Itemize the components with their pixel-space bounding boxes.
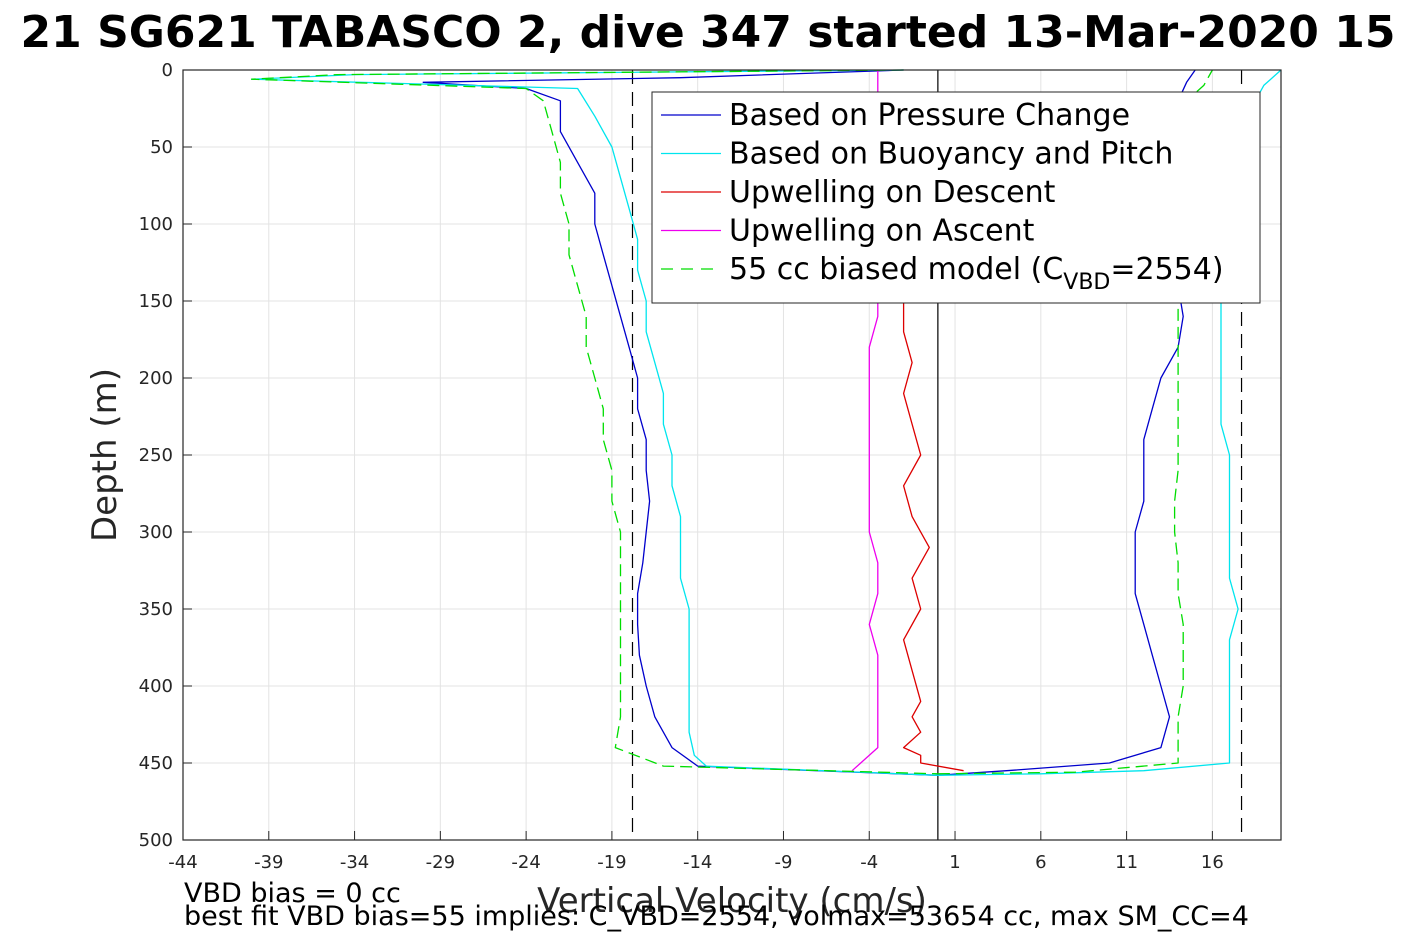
y-tick-label: 450	[139, 753, 173, 774]
x-tick-label: -9	[774, 852, 792, 873]
x-tick-label: -14	[683, 852, 712, 873]
series-55-cc-biased-model-c-descent	[250, 69, 938, 775]
legend-text: Based on Buoyancy and Pitch	[729, 137, 1173, 172]
best-fit-note: best fit VBD bias=55 implies: C_VBD=2554…	[184, 901, 1249, 932]
x-tick-label: -4	[860, 852, 878, 873]
legend-entry: Based on Buoyancy and Pitch	[729, 137, 1173, 172]
y-tick-label: 500	[139, 830, 173, 851]
legend-entry: Based on Pressure Change	[729, 98, 1130, 133]
legend-subscript: VBD	[1063, 270, 1110, 295]
legend-text-suffix: =2554)	[1110, 252, 1223, 287]
legend: Based on Pressure Change Based on Buoyanc…	[651, 91, 1261, 304]
x-tick-label: 6	[1035, 852, 1046, 873]
legend-entry: Upwelling on Ascent	[729, 214, 1035, 249]
x-tick-label: -24	[511, 852, 540, 873]
legend-text: 55 cc biased model (C	[729, 252, 1063, 287]
y-tick-label: 150	[139, 291, 173, 312]
legend-entry: Upwelling on Descent	[729, 175, 1056, 210]
y-tick-label: 0	[162, 60, 173, 81]
y-axis-label: Depth (m)	[85, 368, 125, 542]
x-tick-label: 1	[949, 852, 960, 873]
y-tick-label: 200	[139, 368, 173, 389]
x-tick-label: 16	[1201, 852, 1224, 873]
x-tick-label: -39	[254, 852, 283, 873]
series-upwelling-on-descent-descent	[902, 301, 964, 772]
legend-box	[651, 91, 1261, 304]
y-tick-label: 300	[139, 522, 173, 543]
x-tick-label: -34	[340, 852, 369, 873]
y-tick-label: 250	[139, 445, 173, 466]
y-tick-label: 50	[150, 137, 173, 158]
y-tick-label: 100	[139, 214, 173, 235]
legend-text: Upwelling on Descent	[729, 175, 1056, 210]
series-based-on-pressure-change-descent	[422, 69, 938, 776]
legend-entry: 55 cc biased model (CVBD=2554)	[729, 252, 1224, 295]
series-upwelling-on-ascent-ascent	[851, 70, 879, 772]
x-tick-label: -19	[597, 852, 626, 873]
y-tick-label: 350	[139, 599, 173, 620]
x-tick-label: -44	[168, 852, 197, 873]
tick-labels: -44 -39 -34 -29 -24 -19 -14 -9 -4 1 6 11 16050100150…	[139, 60, 1224, 873]
legend-text: Based on Pressure Change	[729, 98, 1130, 133]
x-tick-label: -29	[426, 852, 455, 873]
series-based-on-buoyancy-and-pitch-descent	[250, 69, 938, 776]
y-tick-label: 400	[139, 676, 173, 697]
x-tick-label: 11	[1115, 852, 1138, 873]
x-axis-label: Vertical Velocity (cm/s)	[537, 881, 927, 921]
chart-title: 21 SG621 TABASCO 2, dive 347 started 13-…	[21, 7, 1396, 58]
legend-text: Upwelling on Ascent	[729, 214, 1035, 249]
vbd-bias-note: VBD bias = 0 cc	[184, 878, 401, 909]
